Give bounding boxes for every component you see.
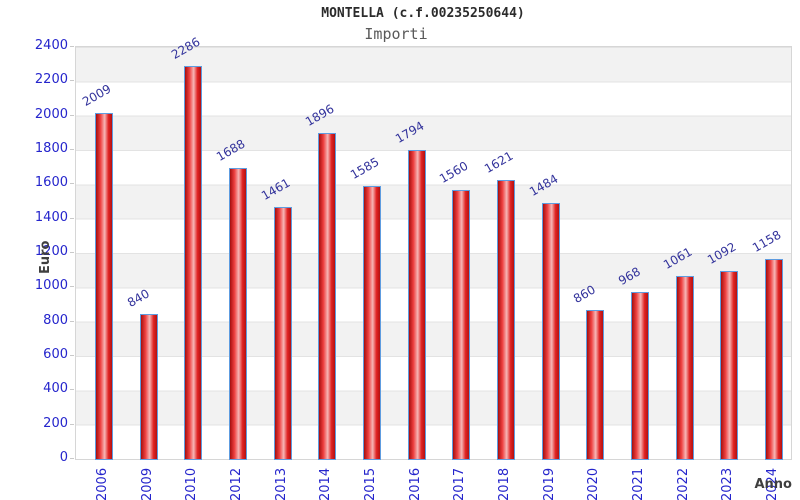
- bar-2016: [407, 150, 426, 460]
- x-tick-label: 2009: [139, 467, 155, 500]
- bar-2013: [273, 207, 292, 460]
- y-tick-mark: [70, 252, 74, 253]
- bar-2021: [631, 291, 649, 460]
- x-tick-label: 2013: [273, 467, 289, 500]
- x-tick-label: 2022: [675, 467, 691, 500]
- bar-2019: [541, 203, 560, 460]
- bar-value-label: 968: [616, 264, 643, 288]
- bar-value-label: 860: [571, 282, 599, 307]
- y-tick-label: 1000: [34, 278, 68, 294]
- bar-value-label: 1560: [437, 158, 471, 187]
- bar-2014: [318, 132, 337, 460]
- y-tick-mark: [70, 80, 74, 82]
- y-tick-mark: [70, 458, 74, 459]
- y-tick-label: 600: [43, 347, 68, 362]
- bar-value-label: 1621: [482, 148, 516, 176]
- bar-value-label: 1461: [258, 175, 293, 204]
- y-tick-mark: [70, 46, 74, 47]
- bar-value-label: 1484: [526, 171, 561, 200]
- plot-area: 2009 840 2286 1688 1461 1896 1585 1794 1560 1621 1…: [75, 34, 792, 460]
- y-tick-label: 0: [59, 450, 68, 465]
- y-tick-mark: [70, 320, 74, 322]
- y-tick-label: 1200: [34, 244, 68, 259]
- bar-value-label: 2009: [80, 81, 114, 110]
- y-tick-label: 1800: [34, 141, 68, 156]
- bar-value-label: 1794: [392, 118, 427, 147]
- bar-value-label: 840: [124, 286, 152, 310]
- y-tick-mark: [70, 149, 74, 150]
- x-tick-label: 2021: [631, 467, 646, 500]
- bar-2024: [765, 259, 783, 460]
- y-tick-mark: [70, 389, 74, 391]
- bar-2023: [720, 270, 739, 460]
- y-axis-title: Euro: [38, 240, 53, 274]
- x-tick-label: 2020: [586, 467, 602, 500]
- chart-subtitle: Importi: [364, 25, 428, 43]
- y-tick-label: 200: [43, 415, 68, 431]
- y-tick-mark: [70, 423, 74, 425]
- y-tick-mark: [70, 114, 74, 116]
- x-axis-title: Anno: [754, 477, 792, 492]
- y-tick-mark: [70, 183, 74, 185]
- y-tick-label: 800: [43, 312, 68, 328]
- y-tick-label: 2400: [34, 38, 68, 53]
- bar-value-label: 1158: [750, 227, 784, 256]
- bar-2022: [675, 275, 694, 460]
- bar-2009: [139, 313, 158, 460]
- x-tick-label: 2015: [363, 467, 378, 500]
- x-tick-label: 2023: [720, 467, 736, 500]
- x-tick-label: 2016: [407, 467, 423, 500]
- y-tick-mark: [70, 286, 74, 288]
- x-tick-label: 2010: [184, 467, 200, 500]
- chart-title: MONTELLA (c.f.00235250644): [321, 6, 525, 21]
- x-tick-label: 2018: [497, 467, 512, 500]
- bar-2018: [497, 179, 515, 460]
- bar-2010: [184, 65, 203, 460]
- x-tick-label: 2014: [318, 467, 334, 500]
- y-tick-label: 1400: [34, 209, 68, 225]
- bar-2012: [229, 168, 247, 460]
- x-tick-label: 2006: [95, 467, 110, 500]
- y-tick-label: 400: [43, 381, 68, 397]
- y-tick-mark: [70, 217, 74, 219]
- bar-value-label: 1092: [705, 239, 739, 267]
- y-tick-label: 2200: [34, 72, 68, 88]
- bar-value-label: 1585: [348, 154, 382, 182]
- bar-2015: [363, 185, 381, 460]
- bar-value-label: 1896: [303, 101, 337, 129]
- y-tick-mark: [70, 355, 74, 356]
- bar-value-label: 1061: [660, 244, 695, 272]
- bar-2006: [95, 113, 113, 460]
- y-tick-label: 1600: [34, 175, 68, 191]
- x-tick-label: 2012: [229, 467, 244, 500]
- x-tick-label: 2019: [541, 467, 557, 500]
- y-tick-label: 2000: [34, 106, 68, 122]
- bar-value-label: 1688: [214, 136, 248, 165]
- bar-2020: [586, 310, 605, 460]
- x-tick-label: 2017: [452, 467, 468, 500]
- bar-2017: [452, 190, 471, 460]
